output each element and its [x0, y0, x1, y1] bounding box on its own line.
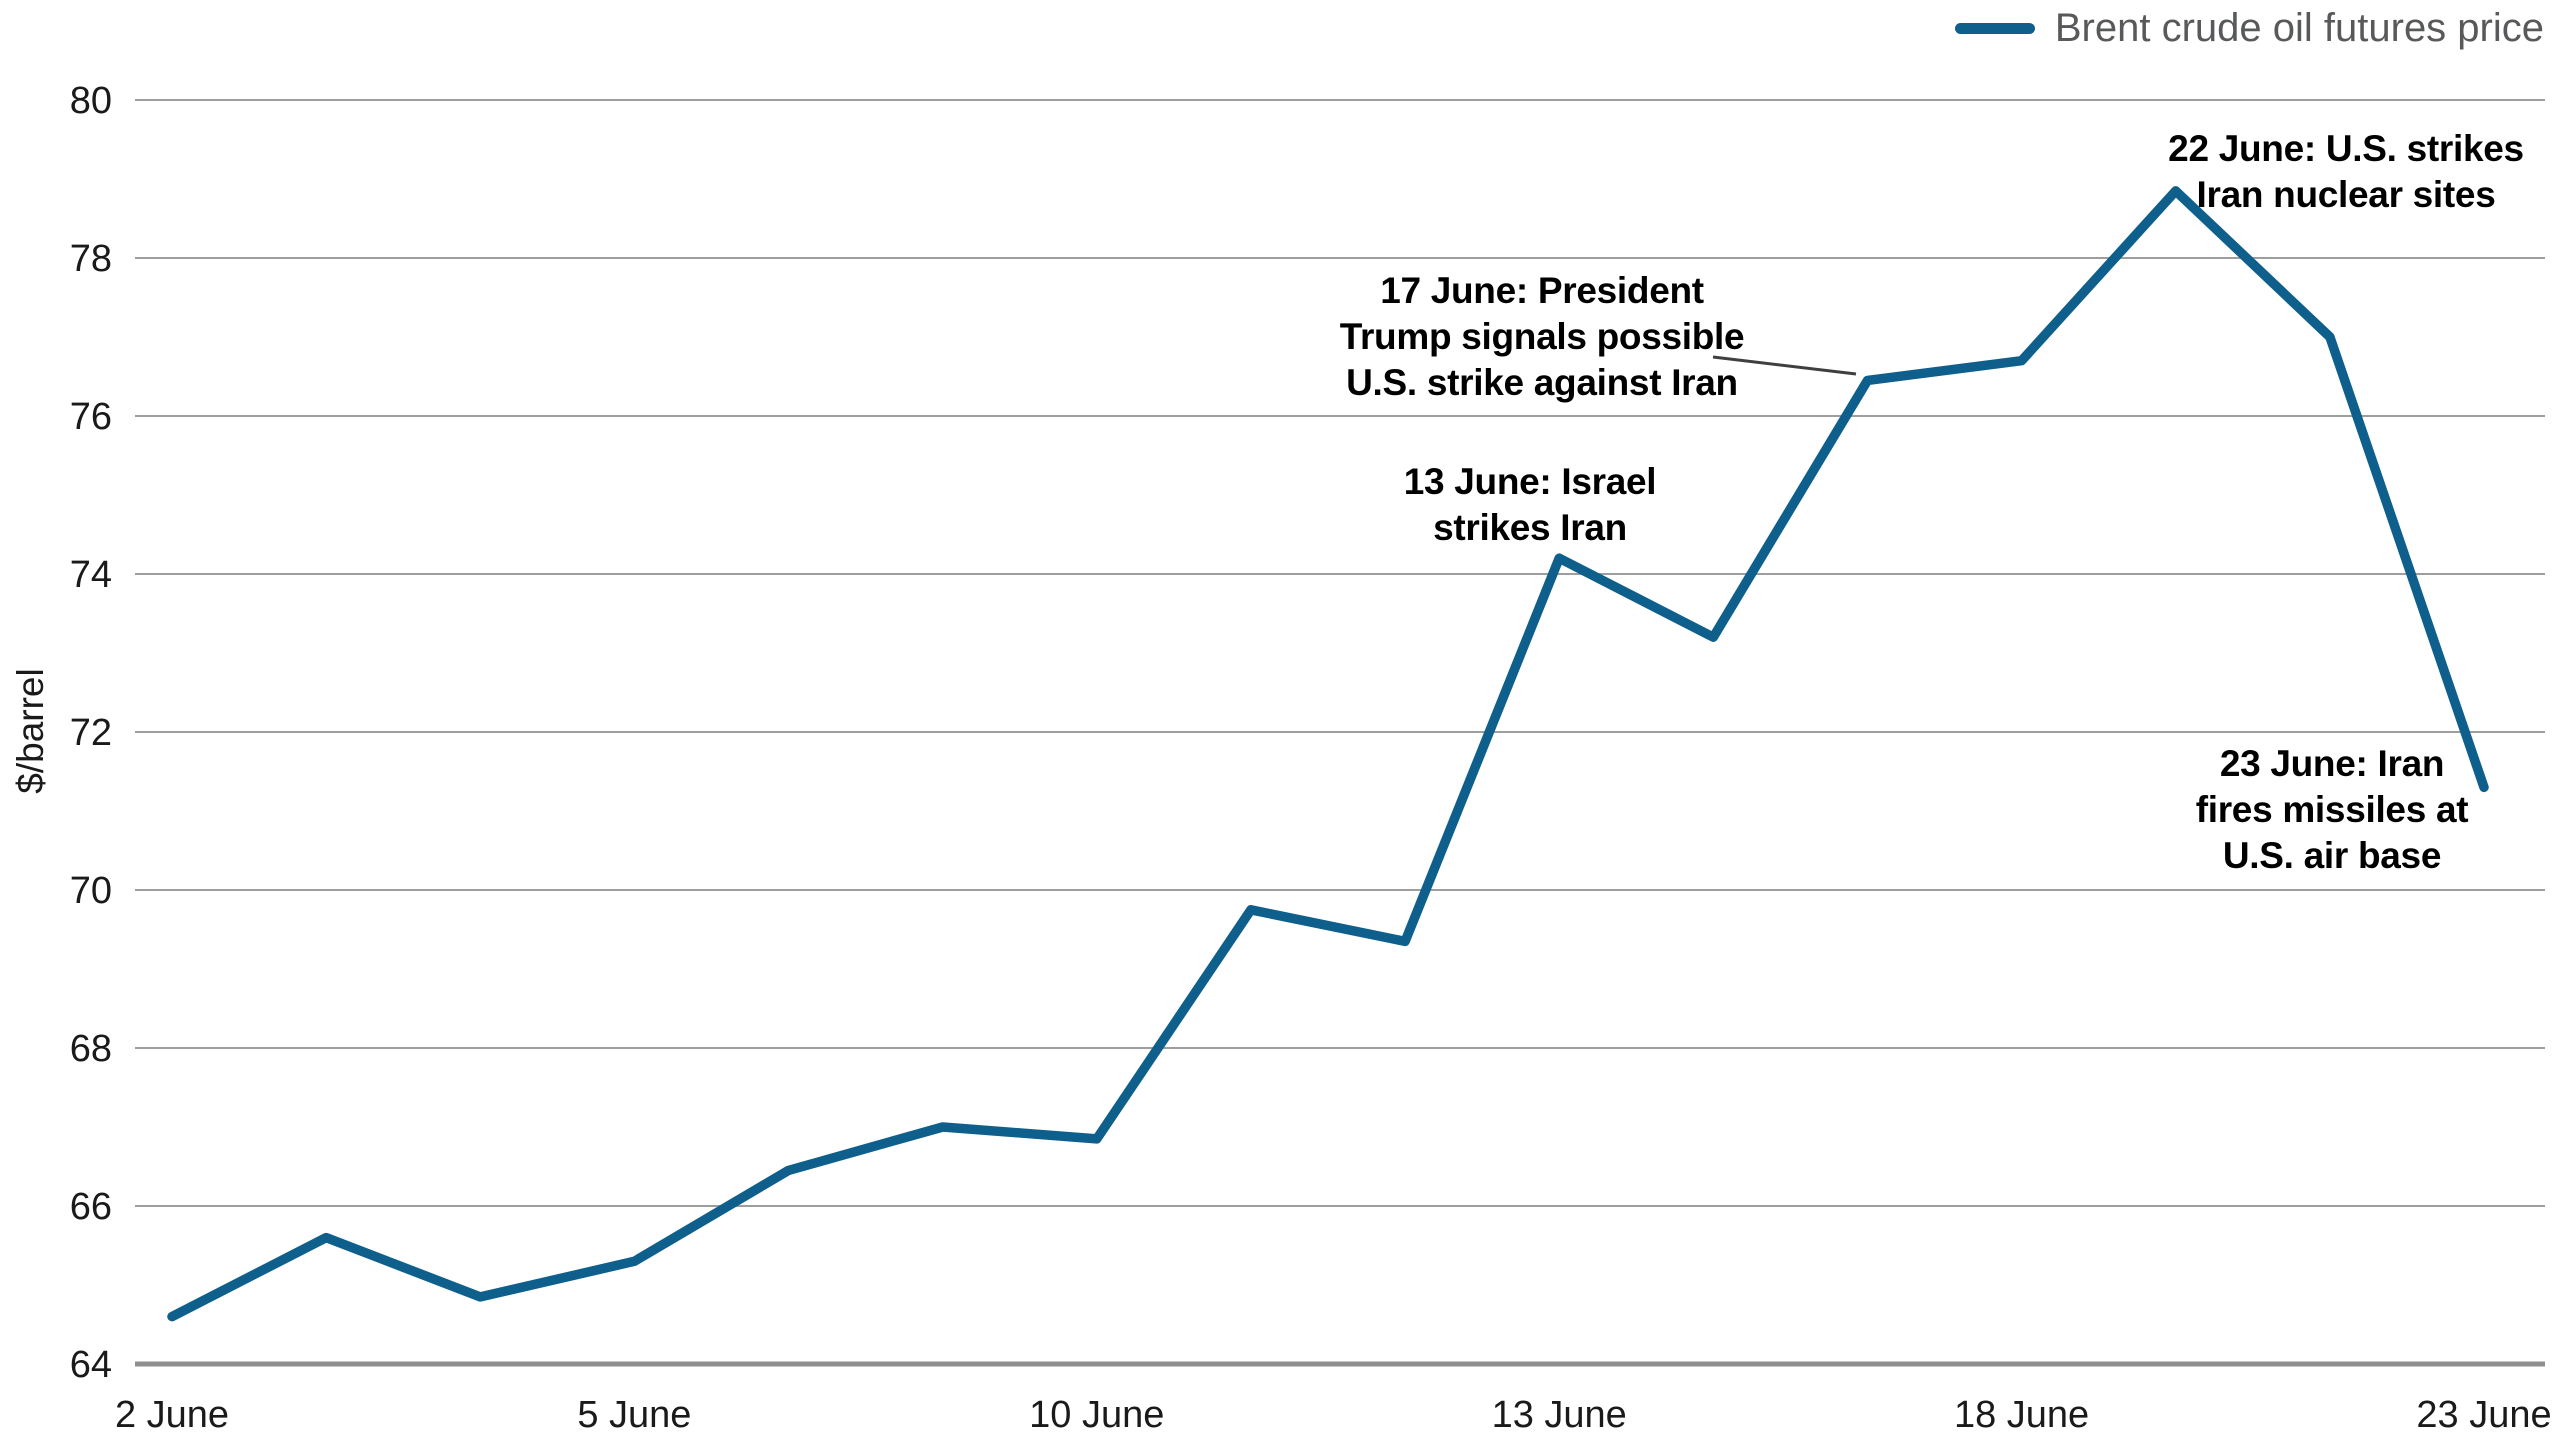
annotation-us-strikes-nuclear-sites: 22 June: U.S. strikes Iran nuclear sites: [2168, 128, 2524, 215]
y-tick-label: 76: [70, 396, 112, 438]
x-tick-label: 2 June: [115, 1394, 229, 1436]
annotation-israel-strikes-iran: 13 June: Israel strikes Iran: [1404, 461, 1657, 548]
x-tick-label: 18 June: [1954, 1394, 2089, 1436]
legend-line-swatch: [1954, 22, 2035, 34]
y-tick-label: 68: [70, 1028, 112, 1070]
annotation-iran-fires-missiles: 23 June: Iran fires missiles at U.S. air b…: [2196, 743, 2469, 876]
y-tick-label: 66: [70, 1186, 112, 1228]
x-tick-label: 5 June: [577, 1394, 691, 1436]
x-tick-label: 10 June: [1029, 1394, 1164, 1436]
x-tick-label: 23 June: [2416, 1394, 2551, 1436]
annotation-connector-trump-signals-strike: [1712, 355, 1857, 376]
y-tick-label: 72: [70, 712, 112, 754]
legend: Brent crude oil futures price: [1954, 6, 2544, 50]
y-tick-label: 74: [70, 554, 112, 596]
legend-label: Brent crude oil futures price: [2054, 6, 2544, 50]
y-tick-label: 78: [70, 238, 112, 280]
annotation-trump-signals-strike: 17 June: President Trump signals possible…: [1340, 270, 1745, 403]
y-axis-title-text: $/barrel: [10, 668, 51, 794]
x-tick-label: 13 June: [1492, 1394, 1627, 1436]
price-line: [167, 186, 2489, 1322]
y-tick-label: 80: [70, 80, 112, 122]
y-tick-label: 64: [70, 1344, 112, 1386]
y-tick-label: 70: [70, 870, 112, 912]
